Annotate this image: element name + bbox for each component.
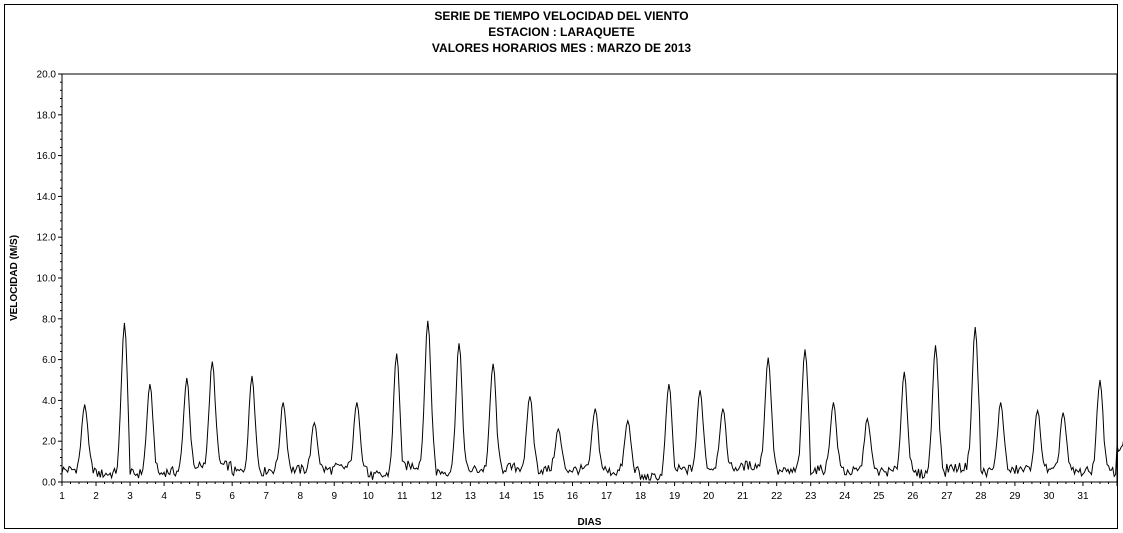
x-tick-label: 28 [975,491,987,502]
y-axis-title: VELOCIDAD (M/S) [9,235,20,321]
x-tick-label: 8 [297,491,303,502]
x-tick-label: 25 [873,491,885,502]
y-axis: 0.0 2.0 4.0 6.0 8.0 10.0 12.0 14.0 16.0 18.0 20.0 [37,70,62,489]
series-layer [61,320,1123,481]
x-tick-label: 31 [1077,491,1089,502]
y-tick-label: 10.0 [37,274,57,285]
x-tick-label: 10 [363,491,375,502]
x-tick-label: 21 [737,491,749,502]
x-axis-title: DIAS [578,517,602,528]
x-tick-label: 14 [499,491,511,502]
plot-area [61,73,1118,483]
x-tick-label: 13 [465,491,477,502]
x-tick-label: 18 [635,491,647,502]
y-tick-label: 8.0 [42,314,56,325]
chart-subtitle-period: VALORES HORARIOS MES : MARZO DE 2013 [431,41,692,55]
x-tick-label: 20 [703,491,715,502]
x-tick-label: 12 [431,491,443,502]
y-tick-label: 16.0 [37,151,57,162]
x-tick-label: 22 [771,491,783,502]
x-tick-label: 23 [805,491,817,502]
x-tick-label: 16 [567,491,579,502]
x-tick-label: 19 [669,491,681,502]
y-tick-label: 2.0 [42,437,56,448]
y-tick-label: 18.0 [37,110,57,121]
series-line [61,320,1123,481]
x-tick-label: 7 [263,491,269,502]
y-tick-label: 12.0 [37,233,57,244]
y-tick-label: 6.0 [42,355,56,366]
x-tick-label: 9 [331,491,337,502]
x-tick-label: 11 [397,491,408,502]
x-tick-label: 6 [229,491,235,502]
x-axis: 1 2 3 4 5 6 7 8 9 10 11 12 13 14 15 16 17 18 19 20 21 22 23 24 2… [59,482,1118,502]
plot-border [61,73,1118,483]
x-tick-label: 26 [907,491,919,502]
x-tick-label: 3 [127,491,133,502]
chart-subtitle-station: ESTACION : LARAQUETE [488,25,635,39]
x-tick-label: 4 [161,491,167,502]
x-tick-label: 27 [941,491,953,502]
y-tick-label: 14.0 [37,192,57,203]
chart-title: SERIE DE TIEMPO VELOCIDAD DEL VIENTO [434,9,689,23]
y-tick-label: 0.0 [42,478,56,489]
x-tick-label: 15 [533,491,545,502]
x-tick-label: 29 [1009,491,1021,502]
y-tick-label: 4.0 [42,396,56,407]
x-tick-label: 30 [1043,491,1055,502]
x-tick-label: 5 [195,491,201,502]
x-tick-label: 17 [601,491,613,502]
x-tick-label: 24 [839,491,851,502]
y-tick-label: 20.0 [37,70,57,81]
x-tick-label: 1 [59,491,65,502]
x-tick-label: 2 [93,491,99,502]
